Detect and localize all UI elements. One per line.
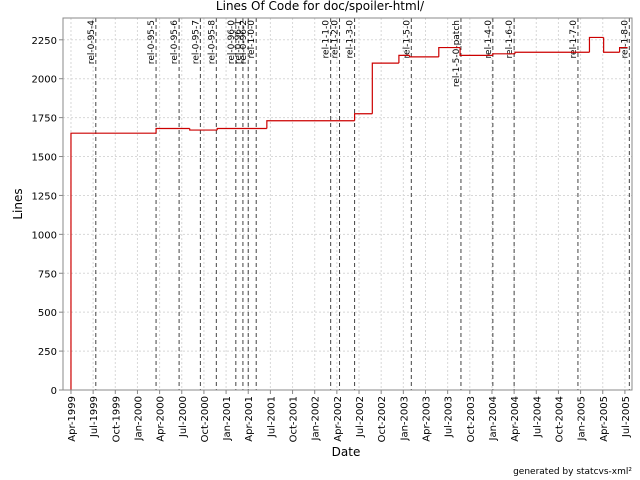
step-segment — [459, 47, 493, 56]
release-label: rel-1-4-0 — [484, 20, 494, 59]
release-label: rel-1-3-0 — [346, 20, 356, 59]
x-tick-label: Jan-2002 — [311, 396, 322, 441]
step-segment — [492, 53, 516, 56]
step-segment — [438, 46, 461, 57]
release-label: rel-1-6-0 — [505, 20, 515, 59]
step-segment — [398, 54, 410, 64]
release-label: rel-0-95-5 — [147, 20, 157, 64]
release-label: rel-1-2-0 — [331, 20, 341, 59]
x-tick-label: Apr-1999 — [67, 396, 78, 442]
y-tick-label: 2000 — [32, 75, 57, 86]
release-label: rel-1-0-0 — [247, 20, 257, 59]
x-tick-label: Jul-2005 — [621, 396, 632, 438]
y-tick-label: 250 — [38, 347, 57, 358]
y-axis-title: Lines — [11, 188, 25, 219]
x-tick-label: Apr-2003 — [421, 396, 432, 442]
x-tick-label: Oct-2001 — [289, 396, 300, 442]
release-label: rel-1-7-0 — [569, 20, 579, 59]
x-tick-label: Jul-1999 — [89, 396, 100, 438]
release-label: rel-0-96-0 — [227, 20, 237, 64]
plot-area — [63, 18, 632, 390]
x-tick-label: Apr-2005 — [599, 396, 610, 442]
release-label: rel-0-95-4 — [87, 20, 97, 64]
x-tick-label: Jan-2001 — [222, 396, 233, 441]
step-segment — [603, 37, 620, 53]
x-tick-label: Jul-2004 — [532, 396, 543, 438]
step-segment — [155, 127, 190, 134]
chart-title: Lines Of Code for doc/spoiler-html/ — [216, 0, 425, 13]
step-segment — [371, 62, 399, 114]
plot-border — [62, 17, 633, 391]
x-tick-label: Oct-2003 — [466, 396, 477, 442]
release-label: rel-0-95-7 — [191, 20, 201, 64]
step-segment — [266, 120, 355, 129]
step-segment — [408, 55, 439, 58]
release-label: rel-0-96-2 — [239, 20, 249, 64]
step-segment — [353, 113, 373, 121]
release-label: rel-1-1-0 — [322, 20, 332, 59]
x-tick-label: Oct-1999 — [111, 396, 122, 442]
y-tick-label: 2250 — [32, 36, 57, 47]
y-tick-label: 1000 — [32, 230, 57, 241]
y-tick-label: 1750 — [32, 114, 57, 125]
release-label: rel-0-96-1 — [234, 20, 244, 64]
y-tick-label: 0 — [51, 386, 57, 397]
x-tick-label: Jan-2005 — [577, 396, 588, 441]
x-tick-label: Apr-2002 — [333, 396, 344, 442]
x-tick-label: Jul-2001 — [266, 396, 277, 438]
release-label: rel-1-8-0 — [620, 20, 630, 59]
step-segment — [514, 51, 590, 54]
step-segment — [189, 128, 218, 131]
x-tick-label: Jul-2002 — [355, 396, 366, 438]
x-tick-label: Oct-2000 — [200, 396, 211, 442]
x-tick-label: Jan-2000 — [133, 396, 144, 441]
x-tick-label: Oct-2004 — [554, 396, 565, 442]
footer: generated by statcvs-xml² — [513, 467, 632, 477]
release-label: rel-0-95-6 — [170, 20, 180, 64]
step-segment — [618, 46, 628, 53]
y-tick-label: 1250 — [32, 191, 57, 202]
step-segment — [70, 132, 157, 390]
x-tick-label: Apr-2000 — [156, 396, 167, 442]
release-label: rel-0-95-8 — [207, 20, 217, 64]
step-segment — [588, 36, 604, 53]
x-tick-label: Oct-2002 — [377, 396, 388, 442]
x-tick-label: Jan-2003 — [399, 396, 410, 441]
release-label: rel-1-5-0-patch — [452, 20, 462, 87]
x-tick-label: Jul-2000 — [178, 396, 189, 438]
release-label: rel-1-5-0 — [402, 20, 412, 59]
y-tick-label: 1500 — [32, 153, 57, 164]
x-tick-label: Apr-2001 — [244, 396, 255, 442]
step-segment — [216, 127, 267, 131]
y-tick-label: 500 — [38, 308, 57, 319]
x-tick-label: Jul-2003 — [444, 396, 455, 438]
x-tick-label: Jan-2004 — [488, 396, 499, 441]
x-tick-label: Apr-2004 — [510, 396, 521, 442]
x-axis-title: Date — [332, 445, 361, 459]
y-tick-label: 750 — [38, 269, 57, 280]
